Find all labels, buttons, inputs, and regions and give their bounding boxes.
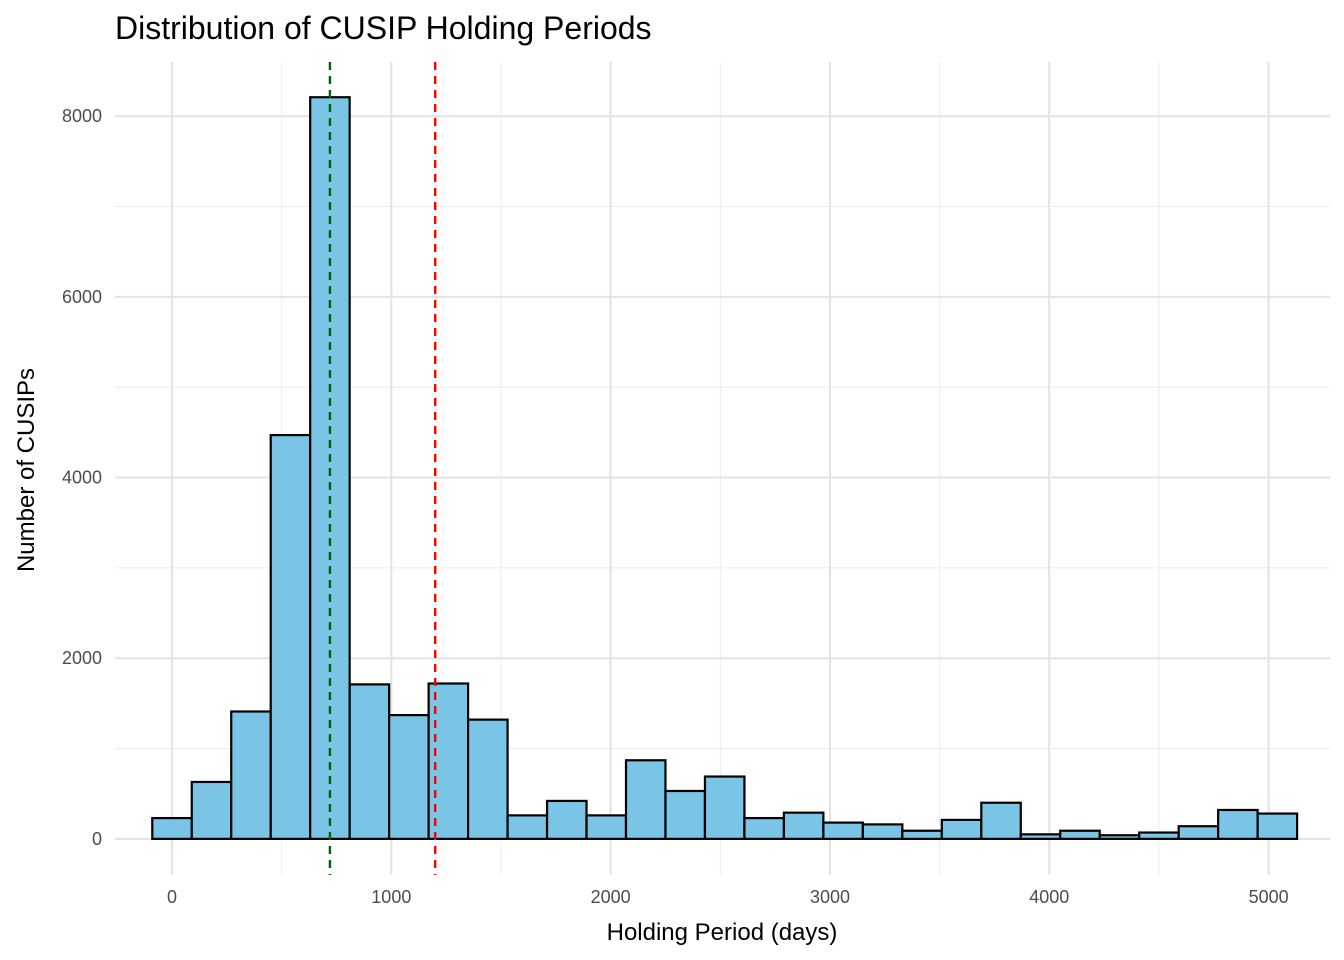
histogram-bar: [822, 821, 864, 840]
histogram-bar: [466, 718, 509, 840]
histogram-bars: [151, 96, 1299, 840]
y-tick-label: 8000: [62, 106, 102, 126]
x-tick-label: 5000: [1249, 887, 1289, 907]
histogram-bar: [861, 823, 904, 840]
x-tick-labels: 0 1000 2000 3000 4000 5000: [167, 887, 1289, 907]
histogram-bar: [545, 799, 588, 840]
histogram-bar: [901, 829, 943, 840]
histogram-bar: [1217, 808, 1259, 840]
y-axis-title: Number of CUSIPs: [13, 368, 40, 572]
y-tick-labels: 0 2000 4000 6000 8000: [62, 106, 102, 849]
histogram-bar: [1019, 833, 1062, 840]
histogram-bar: [1256, 812, 1299, 840]
x-tick-label: 2000: [591, 887, 631, 907]
x-axis-title: Holding Period (days): [607, 919, 838, 946]
histogram-bar: [664, 789, 707, 840]
x-tick-label: 1000: [371, 887, 411, 907]
histogram-bar: [388, 714, 430, 840]
histogram-bar: [743, 816, 786, 840]
histogram-bar: [190, 780, 233, 840]
y-tick-label: 6000: [62, 287, 102, 307]
x-tick-label: 3000: [810, 887, 850, 907]
histogram-bar: [1059, 829, 1101, 840]
chart-title: Distribution of CUSIP Holding Periods: [115, 10, 652, 46]
histogram-bar: [230, 710, 272, 840]
histogram-bar: [1138, 831, 1180, 840]
histogram-bar: [1098, 834, 1141, 840]
reference-lines: [328, 62, 437, 875]
histogram-bar: [703, 775, 746, 840]
histogram-bar: [980, 801, 1022, 840]
histogram-bar: [585, 814, 628, 840]
histogram-bar: [940, 818, 983, 840]
x-tick-label: 0: [167, 887, 177, 907]
histogram-bar: [151, 816, 193, 840]
histogram-bar: [348, 683, 391, 840]
y-tick-label: 2000: [62, 648, 102, 668]
y-tick-label: 0: [92, 829, 102, 849]
x-tick-label: 4000: [1029, 887, 1069, 907]
histogram-bar: [624, 759, 667, 840]
histogram-bar: [506, 814, 549, 840]
histogram-bar: [1177, 825, 1220, 840]
histogram-bar: [782, 811, 825, 840]
y-tick-label: 4000: [62, 468, 102, 488]
histogram-bar: [269, 433, 312, 840]
